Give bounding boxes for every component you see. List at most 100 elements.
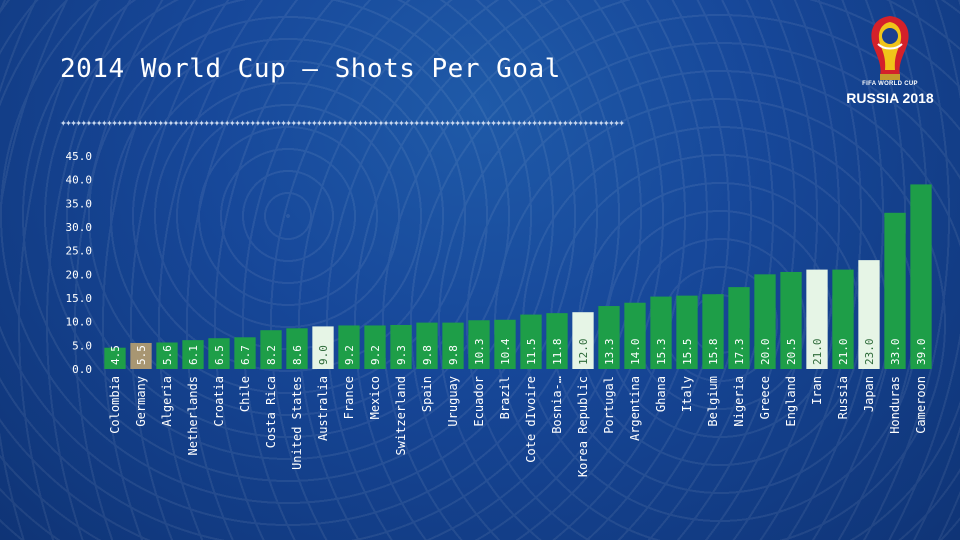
data-label: 6.1 <box>187 345 200 365</box>
trophy-emblem-icon <box>871 16 909 80</box>
category-label: Netherlands <box>186 376 200 455</box>
data-label: 15.5 <box>681 339 694 366</box>
y-tick-label: 40.0 <box>66 174 93 187</box>
y-tick-label: 45.0 <box>66 150 93 163</box>
data-label: 21.0 <box>811 339 824 366</box>
category-label: France <box>342 376 356 419</box>
category-label: Ecuador <box>472 376 486 427</box>
category-label: Colombia <box>108 376 122 434</box>
data-label: 9.2 <box>343 345 356 365</box>
data-label: 21.0 <box>837 339 850 366</box>
category-label: Germany <box>134 376 148 427</box>
bar <box>754 274 776 369</box>
data-label: 6.5 <box>213 345 226 365</box>
y-tick-label: 35.0 <box>66 197 93 210</box>
data-label: 15.8 <box>707 339 720 366</box>
bar <box>520 314 542 369</box>
category-label: Argentina <box>628 376 642 441</box>
bar <box>676 295 698 369</box>
category-label: Bosnia-… <box>550 376 564 434</box>
y-tick-label: 20.0 <box>66 268 93 281</box>
category-label: Russia <box>836 376 850 419</box>
bar <box>182 340 204 369</box>
category-label: Switzerland <box>394 376 408 455</box>
bar <box>624 302 646 369</box>
bar <box>104 347 126 369</box>
data-label: 8.6 <box>291 345 304 365</box>
category-label: Costa Rica <box>264 376 278 448</box>
bar <box>780 271 802 369</box>
bar <box>728 287 750 369</box>
data-label: 9.8 <box>421 345 434 365</box>
category-label: Croatia <box>212 376 226 427</box>
category-label: Cote dIvoire <box>524 376 538 463</box>
data-label: 9.8 <box>447 345 460 365</box>
bar <box>572 312 594 369</box>
category-label: Australia <box>316 376 330 441</box>
bar <box>832 269 854 369</box>
data-label: 33.0 <box>889 339 902 366</box>
y-tick-label: 25.0 <box>66 245 93 258</box>
bar <box>312 326 334 369</box>
data-label: 9.2 <box>369 345 382 365</box>
category-label: Ghana <box>654 376 668 412</box>
bar <box>416 322 438 369</box>
divider-line: ✦✦✦✦✦✦✦✦✦✦✦✦✦✦✦✦✦✦✦✦✦✦✦✦✦✦✦✦✦✦✦✦✦✦✦✦✦✦✦✦… <box>60 117 625 129</box>
category-label: Belgium <box>706 376 720 427</box>
category-label: United States <box>290 376 304 470</box>
logo-text-russia: RUSSIA 2018 <box>846 90 934 106</box>
data-label: 17.3 <box>733 339 746 366</box>
bar <box>702 294 724 369</box>
category-label: Greece <box>758 376 772 419</box>
data-label: 39.0 <box>915 339 928 366</box>
y-tick-label: 0.0 <box>72 363 92 376</box>
data-label: 11.5 <box>525 339 538 366</box>
bar <box>208 338 230 369</box>
bar <box>234 337 256 369</box>
data-label: 6.7 <box>239 345 252 365</box>
bar <box>494 319 516 369</box>
data-label: 4.5 <box>109 345 122 365</box>
bar <box>130 342 152 369</box>
bar <box>390 324 412 369</box>
data-label: 9.0 <box>317 345 330 365</box>
data-label: 23.0 <box>863 339 876 366</box>
data-label: 20.0 <box>759 339 772 366</box>
y-tick-label: 30.0 <box>66 221 93 234</box>
data-label: 15.3 <box>655 339 668 366</box>
bar <box>806 269 828 369</box>
category-label: Cameroon <box>914 376 928 434</box>
category-label: Iran <box>810 376 824 405</box>
bar <box>910 184 932 369</box>
category-label: Italy <box>680 376 694 412</box>
data-label: 8.2 <box>265 345 278 365</box>
category-label: Mexico <box>368 376 382 419</box>
data-label: 12.0 <box>577 339 590 366</box>
y-tick-label: 10.0 <box>66 316 93 329</box>
category-label: Nigeria <box>732 376 746 427</box>
category-label: Japan <box>862 376 876 412</box>
data-label: 20.5 <box>785 339 798 366</box>
bar <box>260 330 282 369</box>
bar <box>338 325 360 369</box>
category-label: Algeria <box>160 376 174 427</box>
bar <box>598 306 620 369</box>
category-label: Spain <box>420 376 434 412</box>
bar <box>650 296 672 369</box>
category-label: Chile <box>238 376 252 412</box>
data-label: 13.3 <box>603 339 616 366</box>
data-label: 5.6 <box>161 345 174 365</box>
bar <box>442 322 464 369</box>
y-tick-label: 5.0 <box>72 339 92 352</box>
data-label: 14.0 <box>629 339 642 366</box>
category-label: England <box>784 376 798 427</box>
data-label: 11.8 <box>551 339 564 366</box>
y-tick-label: 15.0 <box>66 292 93 305</box>
data-label: 9.3 <box>395 345 408 365</box>
world-cup-logo: FIFA WORLD CUP RUSSIA 2018 <box>842 14 938 114</box>
logo-text-fifa: FIFA WORLD CUP <box>862 81 918 87</box>
category-label: Portugal <box>602 376 616 434</box>
data-label: 10.3 <box>473 339 486 366</box>
